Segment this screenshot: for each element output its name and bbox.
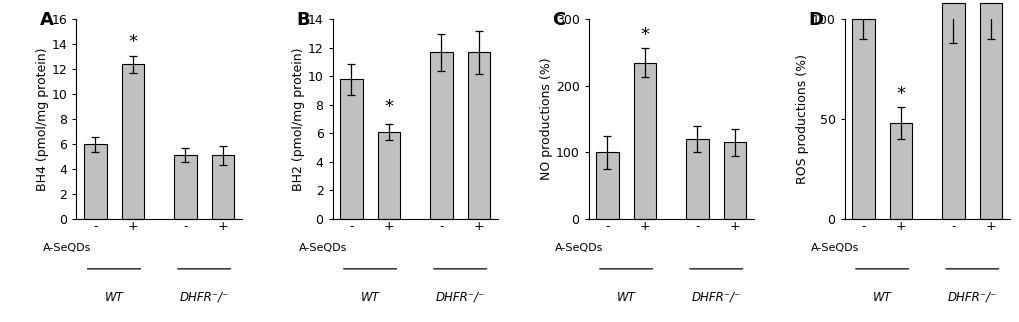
Text: WT: WT — [616, 291, 635, 304]
Text: WT: WT — [361, 291, 379, 304]
Text: DHFR⁻/⁻: DHFR⁻/⁻ — [435, 291, 484, 304]
Bar — [121, 64, 144, 219]
Bar — [212, 155, 234, 219]
Y-axis label: BH4 (pmol/mg protein): BH4 (pmol/mg protein) — [36, 47, 49, 191]
Bar — [723, 142, 746, 219]
Text: A-SeQDs: A-SeQDs — [554, 243, 602, 253]
Text: DHFR⁻/⁻: DHFR⁻/⁻ — [947, 291, 996, 304]
Bar — [174, 155, 197, 219]
Text: *: * — [640, 26, 649, 44]
Bar — [633, 62, 655, 219]
Y-axis label: BH2 (pmol/mg protein): BH2 (pmol/mg protein) — [291, 47, 305, 191]
Bar — [84, 144, 106, 219]
Bar — [430, 52, 452, 219]
Bar — [942, 3, 964, 219]
Text: A-SeQDs: A-SeQDs — [43, 243, 91, 253]
Text: *: * — [384, 98, 393, 116]
Bar — [339, 79, 362, 219]
Text: DHFR⁻/⁻: DHFR⁻/⁻ — [691, 291, 740, 304]
Bar — [851, 19, 873, 219]
Y-axis label: ROS productions (%): ROS productions (%) — [795, 54, 808, 184]
Text: D: D — [807, 11, 822, 29]
Text: A-SeQDs: A-SeQDs — [810, 243, 858, 253]
Text: *: * — [896, 85, 905, 103]
Text: WT: WT — [872, 291, 891, 304]
Text: B: B — [296, 11, 310, 29]
Text: C: C — [551, 11, 565, 29]
Bar — [595, 152, 618, 219]
Text: DHFR⁻/⁻: DHFR⁻/⁻ — [179, 291, 228, 304]
Bar — [377, 132, 399, 219]
Text: A-SeQDs: A-SeQDs — [299, 243, 346, 253]
Text: A: A — [40, 11, 54, 29]
Bar — [979, 3, 1002, 219]
Bar — [889, 123, 911, 219]
Text: *: * — [128, 33, 138, 51]
Bar — [468, 52, 490, 219]
Bar — [686, 139, 708, 219]
Text: WT: WT — [105, 291, 123, 304]
Y-axis label: NO productions (%): NO productions (%) — [539, 58, 552, 180]
